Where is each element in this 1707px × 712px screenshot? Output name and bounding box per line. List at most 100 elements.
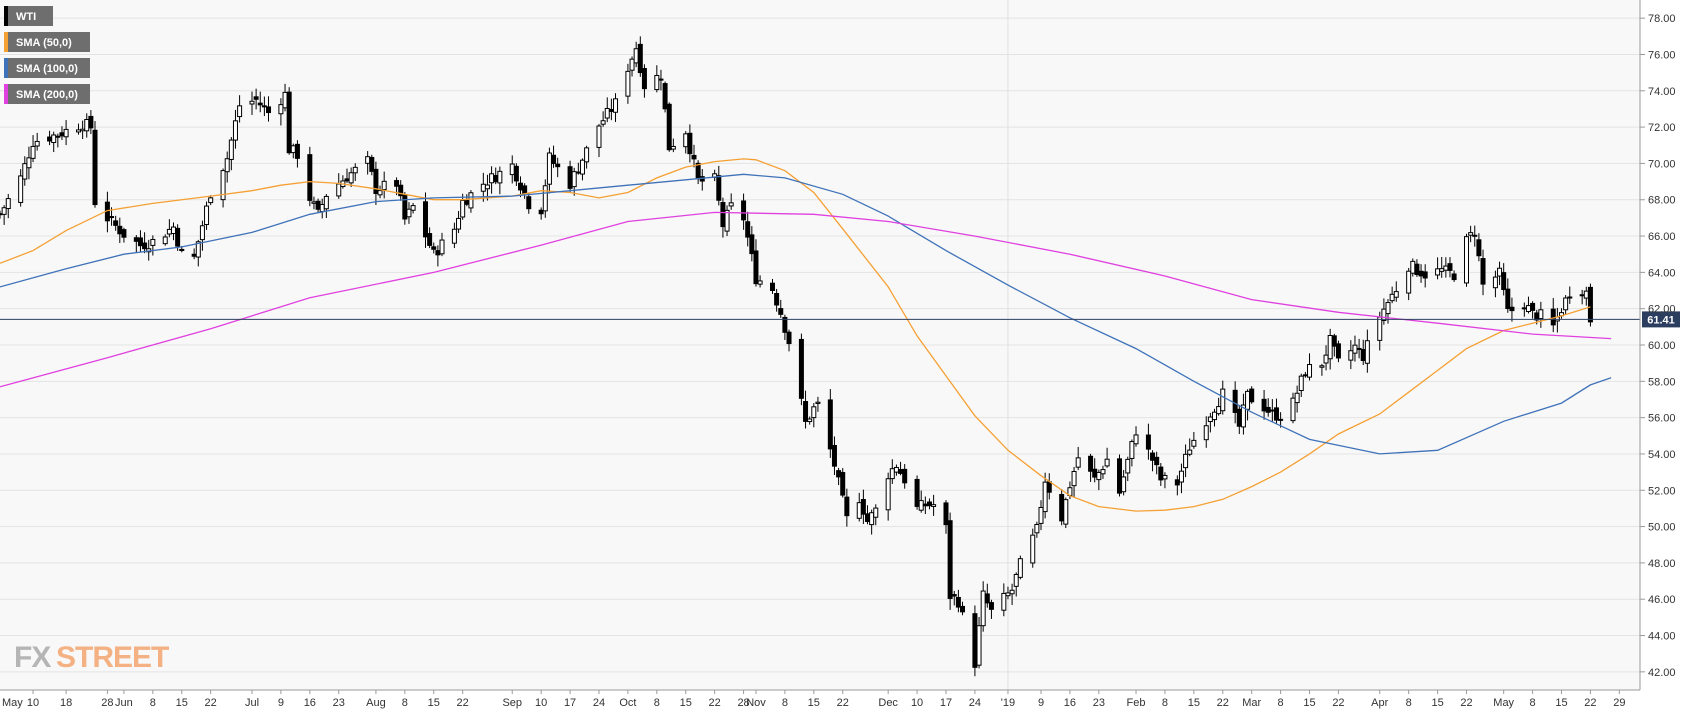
legend-item[interactable]: WTI	[4, 6, 53, 26]
x-tick-label: Sep	[502, 697, 522, 709]
candle	[637, 36, 643, 77]
candle-body-up	[224, 158, 230, 173]
candle	[629, 56, 635, 77]
legend[interactable]: WTI SMA (50,0) SMA (100,0) SMA (200,0)	[4, 6, 90, 104]
candle	[1509, 297, 1515, 322]
candle	[1042, 472, 1048, 519]
candle	[1298, 373, 1304, 397]
x-tick-label: 9	[1038, 697, 1044, 709]
candle	[1, 205, 7, 225]
candle	[1294, 385, 1300, 413]
candle-body-down	[567, 166, 573, 189]
candle	[1125, 456, 1131, 482]
candle-body-up	[1121, 476, 1127, 493]
candle-body-down	[88, 115, 94, 129]
candle-body-up	[1216, 406, 1222, 415]
candle	[972, 605, 978, 677]
candle	[294, 140, 300, 168]
x-tick-label: 8	[654, 697, 660, 709]
candle-body-up	[468, 192, 474, 209]
sma-line	[0, 173, 1612, 455]
x-tick-label: 8	[1406, 697, 1412, 709]
candle	[1261, 389, 1267, 420]
candle	[666, 102, 672, 152]
candle-body-up	[1096, 471, 1102, 481]
candle-body-down	[1476, 239, 1482, 257]
candle-body-up	[546, 152, 552, 185]
candle	[600, 111, 606, 127]
candle-body-up	[1220, 388, 1226, 412]
legend-box	[4, 58, 90, 78]
candle	[1501, 263, 1507, 296]
candle	[1463, 233, 1469, 287]
candle-body-up	[5, 198, 11, 210]
legend-item[interactable]: SMA (100,0)	[4, 58, 90, 78]
x-tick-label: Nov	[746, 697, 766, 709]
x-tick-label: 8	[1278, 697, 1284, 709]
candle-body-down	[1422, 271, 1428, 279]
candle-body-up	[980, 590, 986, 627]
candle	[348, 167, 354, 188]
candle-body-down	[687, 132, 693, 155]
legend-label: SMA (50,0)	[16, 37, 72, 49]
legend-item[interactable]: SMA (200,0)	[4, 84, 90, 104]
candle	[237, 95, 243, 123]
candle	[1393, 281, 1399, 302]
x-tick-label: 22	[205, 697, 217, 709]
candle-body-up	[658, 78, 664, 81]
legend-item[interactable]: SMA (50,0)	[4, 32, 90, 52]
y-tick-label: 78.00	[1648, 13, 1676, 25]
candle-body-up	[311, 201, 317, 204]
candle	[18, 169, 24, 207]
candle-body-up	[1377, 316, 1383, 341]
candle	[724, 205, 730, 237]
candle-body-up	[509, 163, 515, 176]
candle	[1116, 454, 1122, 497]
x-tick-label: 8	[402, 697, 408, 709]
candle	[1307, 353, 1313, 381]
candle-body-down	[786, 331, 792, 345]
candle-body-up	[1443, 265, 1449, 271]
x-tick-label: 22	[709, 697, 721, 709]
y-tick-label: 58.00	[1648, 376, 1676, 388]
candle-body-up	[571, 171, 577, 188]
x-tick-label: 28	[101, 697, 113, 709]
candle-body-up	[931, 504, 937, 507]
candle	[228, 137, 234, 171]
candle-body-down	[1236, 408, 1242, 427]
sma-lines	[0, 158, 1612, 512]
candle	[402, 192, 408, 225]
candle-body-up	[410, 205, 416, 211]
candle	[323, 194, 329, 218]
candle	[844, 488, 850, 527]
candle-body-down	[1509, 306, 1515, 312]
candle-body-up	[1294, 392, 1300, 404]
candle-body-down	[373, 168, 379, 194]
candle-body-down	[253, 96, 259, 100]
candle-body-up	[1323, 354, 1329, 364]
candle	[1150, 450, 1156, 472]
candle-body-down	[394, 180, 400, 187]
candle	[398, 180, 404, 201]
candle	[352, 163, 358, 181]
candle-body-down	[782, 316, 788, 333]
candle-body-down	[972, 613, 978, 668]
candle	[1451, 270, 1457, 282]
candle-body-up	[1364, 340, 1370, 364]
candle	[778, 299, 784, 318]
x-tick-label: Mar	[1242, 697, 1261, 709]
candle-body-up	[480, 183, 486, 192]
x-tick-label: 15	[1188, 697, 1200, 709]
candle-body-down	[422, 201, 428, 238]
y-tick-label: 62.00	[1648, 304, 1676, 316]
candle	[741, 193, 747, 230]
candle	[307, 146, 313, 207]
candle	[542, 179, 548, 218]
y-tick-label: 64.00	[1648, 267, 1676, 279]
x-tick-label: '19	[1001, 697, 1015, 709]
candle	[1034, 521, 1040, 538]
candle	[1538, 301, 1544, 328]
candle	[988, 599, 994, 619]
candle	[807, 416, 813, 425]
